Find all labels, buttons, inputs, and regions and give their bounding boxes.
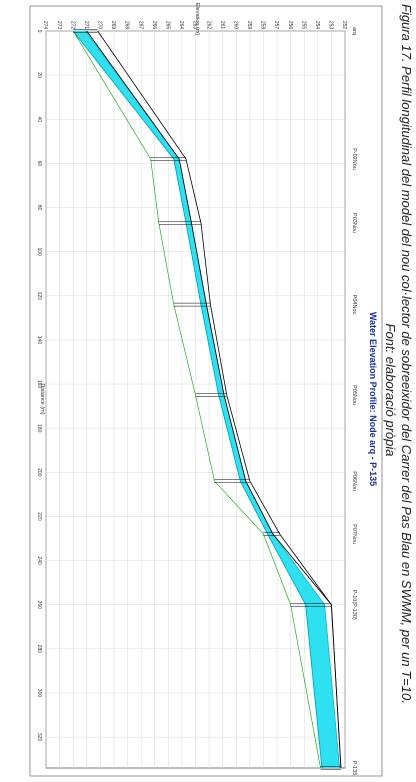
node-markers	[73, 29, 341, 770]
distance-tick-label: 320	[36, 733, 42, 742]
profile-series-line-5	[72, 30, 321, 769]
elevation-tick-label: 262	[205, 21, 211, 30]
node-label: P04Nou	[351, 295, 357, 315]
profile-series-line-1	[72, 30, 323, 769]
elevation-tick-label: 272	[69, 21, 75, 30]
caption-line-1: Figura 17. Perfil longitudinal del model…	[399, 4, 414, 704]
distance-tick-labels: 0 20 40 60 80 100 120 140 160 180 200 220 240 260 280 3…	[36, 30, 42, 742]
node-label: P-135	[351, 761, 357, 776]
caption-line-2: Font: elaboració pròpia	[383, 324, 398, 457]
elevation-tick-label: 254	[314, 21, 320, 30]
elevation-tick-labels: 252 253 254 255 256 257 258 259 260 261 262 263 264 2…	[42, 21, 347, 30]
elevation-tick-label: 258	[260, 21, 266, 30]
distance-tick-label: 180	[36, 424, 42, 433]
distance-tick-label: 300	[36, 689, 42, 698]
elevation-tick-label: 261	[219, 21, 225, 30]
node-label: P-10(P-130)	[351, 590, 357, 620]
distance-tick-label: 200	[36, 468, 42, 477]
distance-tick-label: 100	[36, 247, 42, 256]
elevation-tick-label: 270	[97, 21, 103, 30]
elevation-tick-label: 268	[124, 21, 130, 30]
distance-tick-label: 20	[36, 72, 42, 78]
node-label: P07Nou	[351, 524, 357, 544]
node-label: P03Nou	[351, 213, 357, 233]
elevation-tick-label: 260	[232, 21, 238, 30]
elevation-tick-label: 267	[137, 21, 143, 30]
elevation-tick-label: 274	[42, 21, 48, 30]
elevation-tick-label: 265	[165, 21, 171, 30]
distance-tick-label: 160	[36, 380, 42, 389]
distance-tick-label: 260	[36, 601, 42, 610]
node-label: P05Nou	[351, 385, 357, 405]
elevation-tick-label: 264	[178, 21, 184, 30]
elevation-tick-label: 255	[300, 21, 306, 30]
distance-tick-label: 120	[36, 292, 42, 301]
distance-tick-label: 220	[36, 512, 42, 521]
elevation-tick-label: 252	[341, 21, 347, 30]
distance-tick-label: 0	[36, 30, 42, 33]
node-label: arq	[351, 27, 357, 35]
chart-title: Water Elevation Profile: Node arq - P-13…	[368, 312, 378, 486]
node-labels: arq P-02Nou P03Nou P04Nou P05Nou P06Nou P07Nou…	[351, 27, 357, 775]
distance-tick-label: 80	[36, 205, 42, 211]
x-axis-label: Distance (m)	[39, 383, 45, 414]
distance-tick-label: 240	[36, 556, 42, 565]
elevation-tick-label: 271	[83, 21, 89, 30]
distance-tick-label: 40	[36, 116, 42, 122]
elevation-tick-label: 257	[273, 21, 279, 30]
profile-series	[72, 30, 342, 769]
node-label: P-02Nou	[351, 148, 357, 170]
elevation-tick-label: 263	[192, 21, 198, 30]
elevation-tick-label: 269	[110, 21, 116, 30]
elevation-tick-label: 256	[287, 21, 293, 30]
distance-tick-label: 140	[36, 336, 42, 345]
y-axis-label: Elevation (m)	[194, 3, 200, 36]
elevation-tick-label: 266	[151, 21, 157, 30]
elevation-tick-label: 273	[56, 21, 62, 30]
node-label: P06Nou	[351, 471, 357, 491]
distance-tick-label: 280	[36, 645, 42, 654]
elevation-tick-label: 253	[328, 21, 334, 30]
distance-tick-label: 60	[36, 161, 42, 167]
profile-series-line-3	[86, 30, 342, 769]
elevation-tick-label: 259	[246, 21, 252, 30]
profile-series-line-4	[97, 30, 342, 769]
grid-lines	[45, 30, 346, 768]
